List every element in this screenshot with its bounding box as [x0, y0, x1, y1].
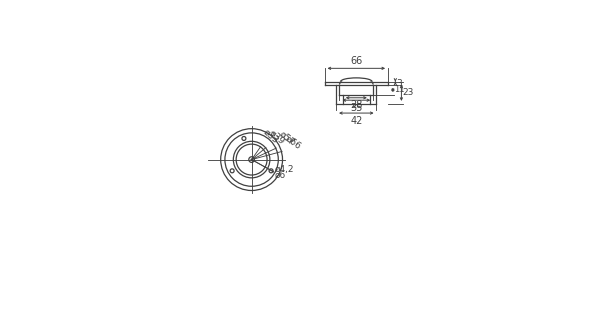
Text: ø39: ø39 — [267, 128, 286, 146]
Text: 11: 11 — [394, 85, 405, 94]
Text: ø33: ø33 — [262, 127, 281, 145]
Text: 3: 3 — [397, 79, 402, 88]
Text: 35: 35 — [350, 103, 362, 112]
Text: ø57: ø57 — [278, 130, 297, 147]
Text: 42: 42 — [350, 116, 362, 125]
Text: 28: 28 — [350, 100, 362, 110]
Text: 66: 66 — [350, 56, 362, 66]
Text: 23: 23 — [402, 88, 414, 97]
Text: ø66: ø66 — [284, 134, 303, 151]
Text: ø4,2: ø4,2 — [275, 165, 294, 173]
Text: ø6: ø6 — [275, 170, 286, 179]
